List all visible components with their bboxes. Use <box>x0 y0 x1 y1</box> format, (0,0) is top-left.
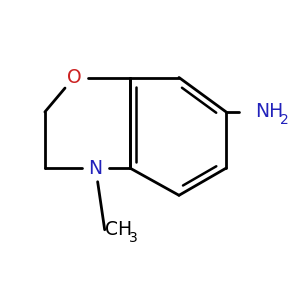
Text: 3: 3 <box>129 231 138 245</box>
Text: 2: 2 <box>280 113 289 127</box>
Text: O: O <box>67 68 81 87</box>
Text: CH: CH <box>105 220 132 239</box>
Text: N: N <box>88 159 103 178</box>
Text: NH: NH <box>255 102 284 122</box>
